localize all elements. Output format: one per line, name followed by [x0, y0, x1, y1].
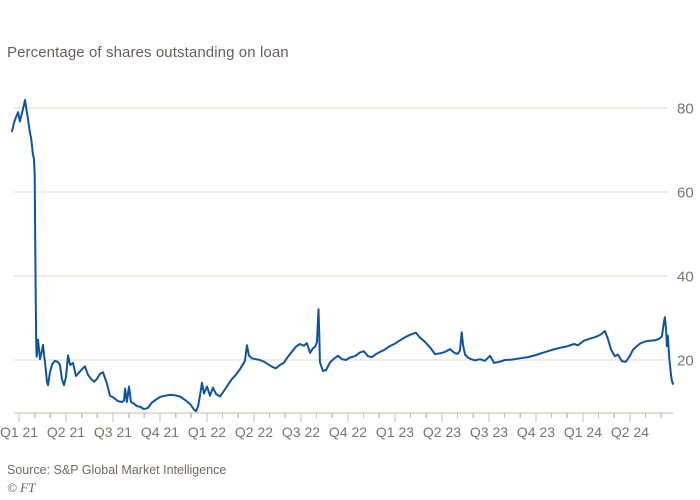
x-tick-label: Q2 22 — [235, 424, 273, 440]
chart-subtitle: Percentage of shares outstanding on loan — [7, 44, 289, 61]
x-tick-label: Q3 23 — [470, 424, 508, 440]
y-tick-label: 60 — [677, 185, 694, 202]
x-tick-label: Q3 21 — [94, 424, 132, 440]
y-tick-label: 40 — [677, 269, 694, 286]
x-tick-label: Q4 21 — [141, 424, 179, 440]
y-tick-label: 20 — [677, 353, 694, 370]
data-line — [11, 99, 674, 413]
x-tick-label: Q3 22 — [282, 424, 320, 440]
ft-logo: © FT — [7, 480, 36, 495]
x-tick-label: Q4 22 — [329, 424, 367, 440]
x-tick-label: Q1 21 — [0, 424, 38, 440]
x-tick-label: Q4 23 — [517, 424, 555, 440]
x-tick-label: Q1 22 — [188, 424, 226, 440]
x-tick-label: Q1 23 — [376, 424, 414, 440]
source-note: Source: S&P Global Market Intelligence — [7, 463, 227, 477]
x-tick-label: Q2 24 — [611, 424, 649, 440]
y-tick-label: 80 — [677, 101, 694, 118]
x-tick-label: Q2 23 — [423, 424, 461, 440]
x-tick-label: Q2 21 — [47, 424, 85, 440]
x-tick-label: Q1 24 — [564, 424, 602, 440]
